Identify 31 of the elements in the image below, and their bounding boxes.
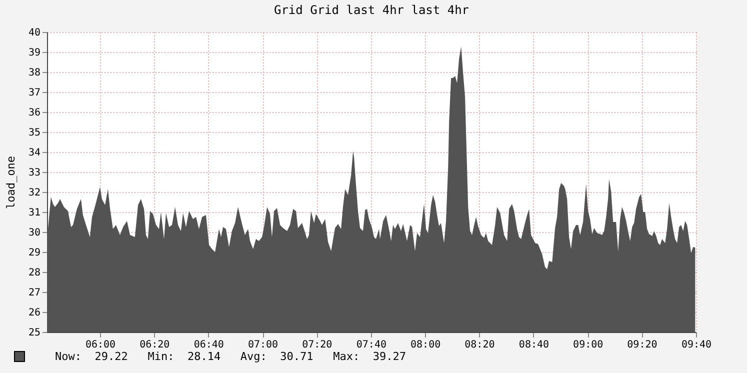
x-tick-label: 08:40 [518, 340, 550, 350]
y-tick-label: 33 [28, 168, 40, 178]
chart-title: Grid Grid last 4hr last 4hr [274, 3, 470, 17]
x-tick-label: 08:20 [464, 340, 495, 350]
y-tick-label: 31 [28, 208, 40, 218]
y-axis-title: load_one [4, 156, 18, 209]
x-tick-label: 08:00 [410, 340, 441, 350]
y-tick-label: 40 [28, 28, 40, 38]
y-tick-label: 38 [28, 68, 40, 78]
y-tick-label: 29 [28, 248, 40, 258]
y-tick-label: 34 [28, 148, 40, 158]
text: Now: 29.22 Min: 28.14 Avg: 30.71 Max: 39.27 [55, 350, 406, 363]
y-tick-label: 27 [28, 288, 40, 298]
x-tick-label: 07:20 [302, 340, 332, 350]
y-tick-label: 32 [28, 188, 40, 198]
y-tick-label: 26 [28, 308, 40, 318]
x-tick-label: 07:40 [356, 340, 386, 350]
y-tick-label: 28 [28, 268, 40, 278]
x-tick-label: 06:00 [85, 340, 116, 350]
x-tick-label: 09:00 [573, 340, 604, 350]
x-tick-label: 06:20 [140, 340, 170, 350]
y-tick-label: 35 [28, 128, 40, 138]
y-tick-label: 25 [28, 328, 40, 338]
y-tick-label: 30 [28, 228, 40, 238]
x-tick-label: 07:00 [248, 340, 278, 350]
x-tick-label: 09:40 [681, 340, 712, 350]
y-tick-label: 37 [28, 88, 40, 98]
y-tick-label: 36 [28, 108, 40, 118]
x-tick-label: 09:20 [627, 340, 658, 350]
y-tick-label: 39 [28, 48, 40, 58]
x-tick-label: 06:40 [194, 340, 224, 350]
